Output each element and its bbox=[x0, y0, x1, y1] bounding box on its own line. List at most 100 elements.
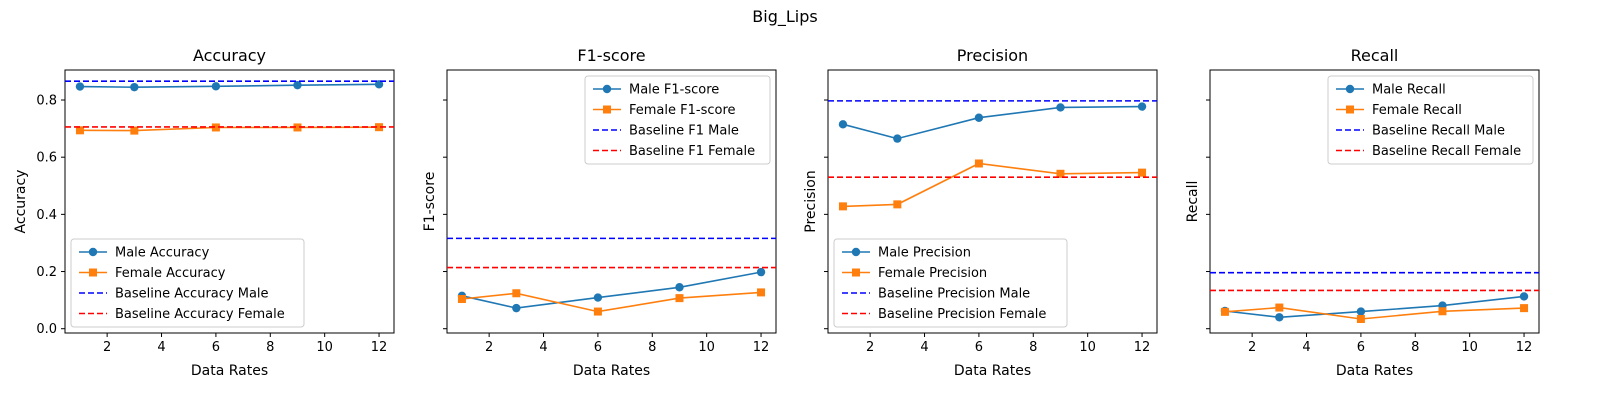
data-point bbox=[1519, 292, 1529, 301]
data-point bbox=[1356, 314, 1365, 323]
legend-marker bbox=[1345, 84, 1355, 94]
data-point bbox=[130, 82, 139, 92]
x-tick-label: 12 bbox=[1134, 340, 1151, 355]
x-tick-label: 4 bbox=[920, 340, 928, 355]
series-line bbox=[79, 83, 380, 89]
legend-marker bbox=[1346, 105, 1354, 114]
x-tick-label: 2 bbox=[103, 340, 111, 355]
x-tick-label: 2 bbox=[485, 340, 493, 355]
legend: Male F1-score Female F1-score Baseline F1 … bbox=[584, 75, 771, 165]
legend-label: Baseline Accuracy Male bbox=[115, 287, 269, 302]
chart-title: Recall bbox=[1351, 46, 1399, 65]
data-point bbox=[893, 200, 902, 209]
series-line bbox=[461, 271, 762, 309]
legend-box bbox=[1327, 75, 1534, 165]
data-point bbox=[1438, 307, 1447, 316]
data-point bbox=[1056, 169, 1065, 178]
data-point bbox=[512, 303, 521, 313]
x-tick-label: 12 bbox=[753, 340, 770, 355]
chart-title: Precision bbox=[957, 46, 1028, 65]
legend-marker bbox=[603, 105, 611, 114]
data-point bbox=[593, 293, 603, 302]
x-tick-label: 4 bbox=[157, 340, 165, 355]
data-point bbox=[1275, 313, 1284, 322]
x-axis-label: Data Rates bbox=[573, 363, 650, 379]
y-tick-label: 0.8 bbox=[36, 94, 57, 109]
x-tick-label: 8 bbox=[1411, 340, 1419, 355]
data-point bbox=[593, 307, 602, 316]
data-point bbox=[1520, 304, 1529, 313]
legend: Male Accuracy Female Accuracy Baseline Acc… bbox=[70, 238, 305, 328]
legend: Male Precision Female Precision Baseline P… bbox=[833, 238, 1068, 328]
chart-title: Accuracy bbox=[193, 46, 266, 65]
data-point bbox=[375, 123, 384, 132]
legend-label: Baseline Recall Female bbox=[1372, 144, 1521, 159]
x-tick-label: 4 bbox=[1302, 340, 1310, 355]
legend-label: Baseline F1 Female bbox=[629, 144, 755, 159]
data-point bbox=[757, 288, 766, 297]
data-point bbox=[675, 283, 684, 292]
x-tick-label: 6 bbox=[594, 340, 602, 355]
y-axis-label: Recall bbox=[1185, 181, 1201, 223]
x-tick-label: 8 bbox=[1029, 340, 1037, 355]
data-point bbox=[211, 82, 221, 91]
y-tick-label: 0.2 bbox=[36, 265, 57, 280]
y-axis-label: F1-score bbox=[422, 172, 438, 232]
legend-label: Female Precision bbox=[878, 266, 987, 281]
x-tick-label: 6 bbox=[1357, 340, 1365, 355]
chart-panel-4: Recall 2 4 6 8 10 12 Data Rates Recall Male Recal… bbox=[1185, 46, 1540, 379]
legend-marker bbox=[88, 247, 98, 257]
data-point bbox=[1356, 307, 1366, 316]
data-point bbox=[130, 126, 139, 135]
data-point bbox=[1137, 102, 1147, 111]
data-point bbox=[293, 123, 302, 132]
legend-label: Female Recall bbox=[1372, 103, 1462, 118]
data-point bbox=[756, 267, 766, 277]
data-point bbox=[512, 289, 521, 298]
y-tick-label: 0.4 bbox=[36, 208, 57, 223]
legend-label: Male F1-score bbox=[629, 83, 719, 98]
legend-label: Baseline Precision Male bbox=[878, 287, 1030, 302]
x-tick-label: 10 bbox=[1079, 340, 1096, 355]
x-tick-label: 6 bbox=[212, 340, 220, 355]
data-point bbox=[838, 202, 847, 211]
series-line bbox=[1224, 295, 1525, 319]
chart-title: F1-score bbox=[577, 46, 645, 65]
data-point bbox=[974, 113, 984, 122]
legend-marker bbox=[89, 268, 97, 277]
legend-label: Baseline Recall Male bbox=[1372, 124, 1505, 139]
legend-label: Female F1-score bbox=[629, 103, 736, 118]
x-tick-label: 10 bbox=[698, 340, 715, 355]
x-axis-label: Data Rates bbox=[191, 363, 268, 379]
legend-label: Male Accuracy bbox=[115, 246, 210, 261]
figure-title: Big_Lips bbox=[752, 7, 817, 27]
chart-panel-2: F1-score 2 4 6 8 10 12 Data Rates F1-score Male F… bbox=[422, 46, 777, 379]
axes-frame bbox=[1209, 69, 1540, 334]
data-point bbox=[1275, 303, 1284, 312]
x-tick-label: 12 bbox=[371, 340, 388, 355]
legend-label: Female Accuracy bbox=[115, 266, 226, 281]
data-point bbox=[1220, 307, 1229, 316]
series-line bbox=[1224, 306, 1525, 320]
chart-panel-1: Accuracy 2 4 6 8 10 12 0.0 0.2 0.4 0.6 0.8 Data Rate… bbox=[13, 46, 395, 379]
axes-frame bbox=[64, 69, 395, 334]
data-point bbox=[293, 80, 302, 90]
data-point bbox=[1138, 168, 1147, 177]
legend-box bbox=[584, 75, 771, 165]
x-tick-label: 4 bbox=[539, 340, 547, 355]
legend-box bbox=[70, 238, 305, 328]
y-axis-label: Accuracy bbox=[13, 170, 29, 234]
x-tick-label: 2 bbox=[866, 340, 874, 355]
y-tick-label: 0.6 bbox=[36, 151, 57, 166]
x-tick-label: 12 bbox=[1516, 340, 1533, 355]
legend-label: Male Recall bbox=[1372, 83, 1446, 98]
series-line bbox=[842, 105, 1143, 140]
x-tick-label: 6 bbox=[975, 340, 983, 355]
y-tick-label: 0.0 bbox=[36, 322, 57, 337]
data-point bbox=[838, 120, 848, 129]
axes-frame bbox=[827, 69, 1158, 334]
legend-marker bbox=[851, 247, 861, 257]
legend-box bbox=[833, 238, 1068, 328]
axes-frame bbox=[446, 69, 777, 334]
